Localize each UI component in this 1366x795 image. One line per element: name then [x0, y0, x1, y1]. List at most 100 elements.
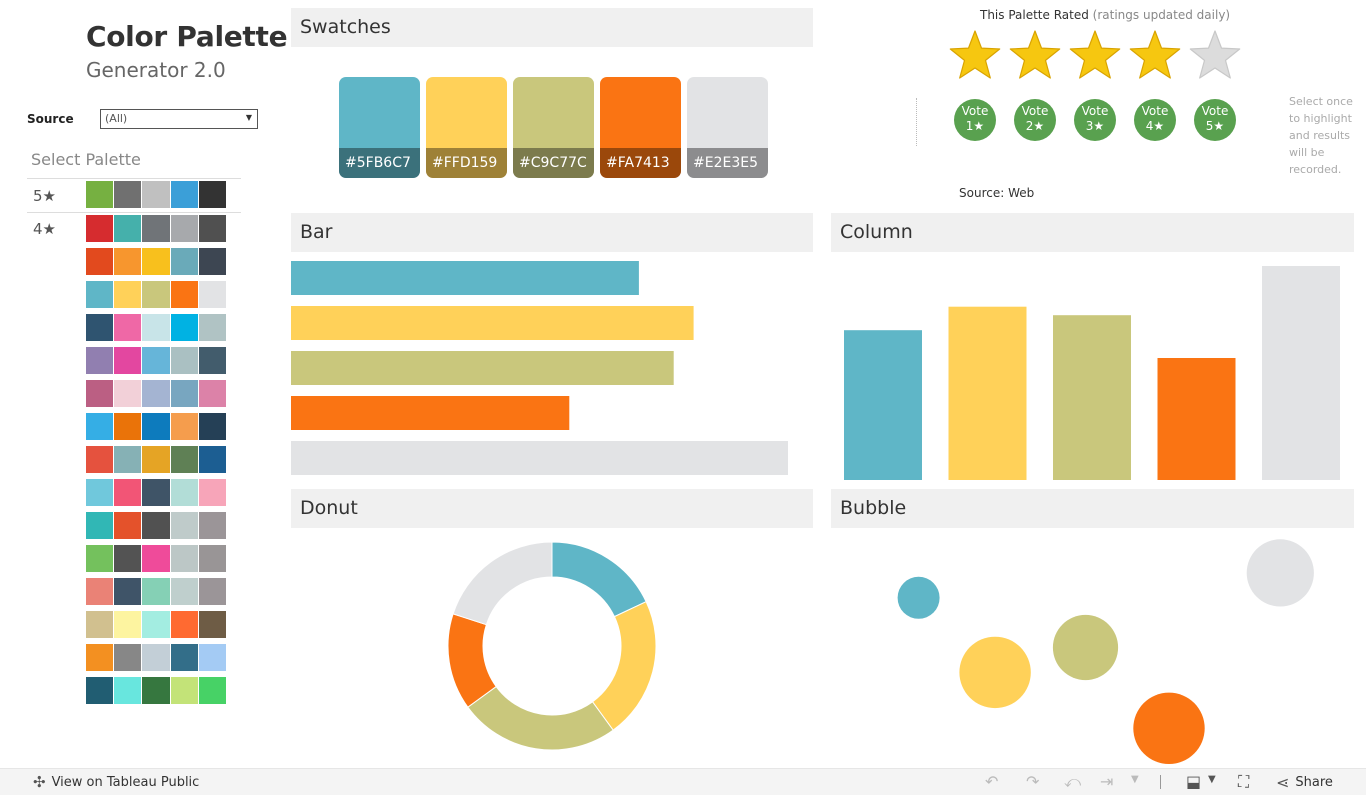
color-swatch: #FA7413: [600, 77, 681, 178]
palette-color-chip: [198, 248, 227, 275]
palette-color-chip: [114, 347, 142, 374]
vote-button-label: Vote: [1141, 104, 1169, 118]
palette-color-chip: [86, 479, 114, 506]
swatch-row: #5FB6C7 #FFD159 #C9C77C #FA7413 #E2E3E5: [339, 77, 768, 178]
rating-subtitle: (ratings updated daily): [1092, 8, 1231, 22]
palette-color-chip: [198, 611, 227, 638]
bar: [291, 306, 694, 340]
divider: [1160, 775, 1161, 789]
fullscreen-icon[interactable]: ⛶: [1238, 772, 1250, 791]
palette-color-chip: [86, 347, 114, 374]
swatch-hex-label: #FFD159: [426, 148, 507, 178]
palette-color-chip: [114, 413, 142, 440]
undo-icon[interactable]: ↶: [985, 772, 999, 791]
palette-option[interactable]: [86, 512, 227, 539]
download-icon[interactable]: ⬓: [1186, 772, 1202, 791]
view-on-tableau-link[interactable]: ✣ View on Tableau Public: [33, 773, 199, 791]
palette-option[interactable]: [86, 347, 227, 374]
divider: [916, 98, 917, 146]
vote-1-button[interactable]: Vote 1★: [954, 99, 996, 141]
palette-option[interactable]: [86, 545, 227, 572]
palette-color-chip: [86, 644, 114, 671]
bar-chart: [291, 261, 788, 475]
source-dropdown[interactable]: (All) ▼: [100, 109, 258, 129]
chevron-down-icon[interactable]: ▼: [1208, 774, 1216, 785]
vote-buttons: Vote 1★ Vote 2★ Vote 3★ Vote 4★ Vote 5★: [954, 99, 1236, 141]
palette-option[interactable]: [86, 644, 227, 671]
palette-color-chip: [114, 545, 142, 572]
palette-option[interactable]: [86, 446, 227, 473]
palette-color-chip: [86, 578, 114, 605]
palette-color-chip: [198, 512, 227, 539]
donut-slice: [551, 541, 647, 618]
column: [1157, 358, 1236, 480]
revert-icon[interactable]: ⤺: [1064, 772, 1082, 791]
palette-option[interactable]: [86, 479, 227, 506]
palette-color-chip: [114, 181, 142, 208]
column-chart: [844, 266, 1340, 480]
rating-source: Source: Web: [959, 186, 1035, 200]
palette-color-chip: [142, 281, 170, 308]
palette-option[interactable]: [86, 314, 227, 341]
palette-color-chip: [198, 215, 227, 242]
palette-color-chip: [170, 545, 198, 572]
bubble: [1133, 692, 1205, 764]
column: [844, 330, 922, 480]
vote-4-button[interactable]: Vote 4★: [1134, 99, 1176, 141]
palette-color-chip: [170, 380, 198, 407]
palette-color-chip: [198, 644, 227, 671]
palette-color-chip: [142, 380, 170, 407]
bubble: [897, 576, 940, 619]
palette-color-chip: [170, 248, 198, 275]
vote-instructions: Select once to highlight and results wil…: [1289, 95, 1353, 176]
palette-option[interactable]: [86, 677, 227, 704]
view-on-tableau-label: View on Tableau Public: [51, 774, 200, 790]
palette-color-chip: [114, 281, 142, 308]
palette-option[interactable]: [86, 380, 227, 407]
swatch-hex-label: #E2E3E5: [687, 148, 768, 178]
swatches-header: Swatches: [291, 8, 813, 47]
palette-color-chip: [170, 347, 198, 374]
rating-title: This Palette Rated (ratings updated dail…: [980, 8, 1230, 22]
bar: [291, 441, 788, 475]
redo-icon[interactable]: ↷: [1026, 772, 1040, 791]
palette-color-chip: [142, 512, 170, 539]
donut-chart-header: Donut: [291, 489, 813, 528]
column: [948, 306, 1027, 480]
chevron-down-icon[interactable]: ▼: [1131, 774, 1139, 785]
column: [1053, 315, 1131, 480]
palette-option[interactable]: [86, 611, 227, 638]
palette-color-chip: [198, 578, 227, 605]
star-filled-icon: [1129, 30, 1181, 79]
palette-option[interactable]: [86, 181, 227, 208]
palette-color-chip: [170, 611, 198, 638]
vote-2-button[interactable]: Vote 2★: [1014, 99, 1056, 141]
palette-color-chip: [198, 281, 227, 308]
palette-option[interactable]: [86, 578, 227, 605]
palette-option[interactable]: [86, 215, 227, 242]
palette-color-chip: [86, 281, 114, 308]
palette-color-chip: [170, 479, 198, 506]
palette-color-chip: [86, 181, 114, 208]
donut-chart: [447, 541, 657, 751]
source-value: (All): [105, 112, 128, 125]
palette-option[interactable]: [86, 248, 227, 275]
palette-color-chip: [170, 181, 198, 208]
palette-option[interactable]: [86, 413, 227, 440]
vote-5-button[interactable]: Vote 5★: [1194, 99, 1236, 141]
vote-3-button[interactable]: Vote 3★: [1074, 99, 1116, 141]
refresh-icon[interactable]: ⇥: [1100, 772, 1114, 791]
vote-button-stars: 5★: [1205, 119, 1225, 133]
donut-slice: [467, 685, 614, 751]
vote-button-label: Vote: [1081, 104, 1109, 118]
palette-color-chip: [142, 578, 170, 605]
palette-color-chip: [198, 380, 227, 407]
palette-color-chip: [170, 215, 198, 242]
bar: [291, 351, 674, 385]
palette-option[interactable]: [86, 281, 227, 308]
bar-chart-header: Bar: [291, 213, 813, 252]
palette-color-chip: [142, 644, 170, 671]
palette-color-chip: [142, 677, 170, 704]
palette-color-chip: [114, 215, 142, 242]
share-button[interactable]: ⋖ Share: [1276, 773, 1333, 792]
